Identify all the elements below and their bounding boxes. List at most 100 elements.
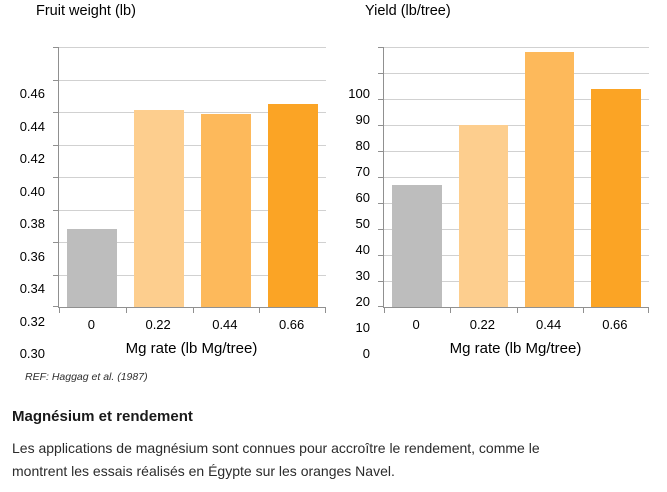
x-category-label: 0 <box>412 317 420 332</box>
y-tick-label: 20 <box>355 294 370 309</box>
gridline <box>59 112 326 113</box>
y-tick-label: 0 <box>362 346 370 361</box>
y-tick-mark <box>378 47 383 48</box>
gridline <box>384 255 649 256</box>
x-tick-mark <box>125 308 127 313</box>
x-axis-title: Mg rate (lb Mg/tree) <box>125 340 258 357</box>
x-category-label: 0.22 <box>145 317 171 332</box>
bar-mg-0.66 <box>267 103 318 307</box>
y-tick-mark <box>53 306 58 307</box>
bar-mg-0.44 <box>524 52 575 307</box>
bar-mg-0 <box>392 184 442 307</box>
y-tick-label: 0.46 <box>19 86 45 101</box>
gridline <box>59 79 326 81</box>
chart-title: Yield (lb/tree) <box>365 3 451 19</box>
gridline <box>384 203 649 204</box>
y-tick-mark <box>378 177 383 178</box>
x-category-label: 0.66 <box>602 317 628 332</box>
x-tick-mark <box>259 308 261 313</box>
x-tick-mark <box>582 308 584 313</box>
gridline <box>59 242 326 243</box>
y-tick-label: 0.40 <box>19 183 45 199</box>
y-tick-label: 90 <box>355 112 370 127</box>
y-tick-label: 0.34 <box>19 281 45 296</box>
section-heading: Magnésium et rendement <box>12 408 193 425</box>
y-tick-mark <box>53 47 58 48</box>
y-tick-mark <box>53 209 58 211</box>
x-tick-mark <box>325 308 326 313</box>
y-tick-mark <box>53 144 58 146</box>
y-tick-mark <box>378 151 383 152</box>
gridline <box>384 125 649 126</box>
y-tick-mark <box>378 281 383 282</box>
body-paragraph: Les applications de magnésium sont connu… <box>12 440 540 479</box>
x-category-label: 0.22 <box>469 317 496 332</box>
gridline <box>384 177 649 178</box>
gridline <box>384 229 649 230</box>
x-axis-labels: 0 0.22 0.44 0.66 <box>383 317 648 332</box>
x-tick-mark <box>516 308 518 313</box>
y-tick-mark <box>53 177 58 178</box>
y-tick-mark <box>53 112 58 113</box>
y-tick-label: 80 <box>355 138 370 153</box>
x-axis-labels: 0 0.22 0.44 0.66 <box>58 317 325 332</box>
x-tick-mark <box>384 308 385 313</box>
bar-mg-0.22 <box>458 125 509 307</box>
gridline <box>59 177 326 178</box>
bar-mg-0.44 <box>200 113 251 307</box>
y-tick-mark <box>378 203 383 204</box>
y-tick-label: 70 <box>355 164 370 179</box>
y-tick-mark <box>378 73 383 74</box>
y-tick-label: 0.38 <box>19 216 45 231</box>
gridline <box>59 144 326 146</box>
x-category-label: 0 <box>87 317 95 332</box>
x-category-label: 0.44 <box>212 317 238 332</box>
plot-area <box>53 47 326 313</box>
y-tick-label: 40 <box>355 242 370 257</box>
bar-mg-0 <box>67 229 118 307</box>
bar-mg-0.66 <box>591 88 641 307</box>
y-tick-label: 0.30 <box>19 346 45 361</box>
plot-area <box>378 47 649 313</box>
chart-title: Fruit weight (lb) <box>36 3 136 19</box>
gridline <box>59 209 326 211</box>
gridline <box>384 99 649 100</box>
y-tick-label: 0.36 <box>19 248 45 264</box>
y-tick-label: 100 <box>348 86 370 101</box>
x-category-label: 0.44 <box>535 317 562 332</box>
y-tick-mark <box>378 255 383 256</box>
reference-note: REF: Haggag et al. (1987) <box>25 371 148 383</box>
y-tick-mark <box>378 99 383 100</box>
gridline <box>384 73 649 74</box>
y-tick-label: 0.32 <box>19 313 45 329</box>
gridline <box>59 274 326 276</box>
y-tick-mark <box>53 79 58 81</box>
y-tick-mark <box>53 242 58 243</box>
x-tick-mark <box>648 308 649 313</box>
y-tick-label: 0.44 <box>19 118 45 134</box>
x-category-label: 0.66 <box>278 317 305 332</box>
y-tick-label: 50 <box>355 216 370 231</box>
y-tick-mark <box>378 125 383 126</box>
y-tick-label: 0.42 <box>19 151 45 166</box>
gridline <box>384 151 649 152</box>
y-tick-label: 60 <box>355 190 370 205</box>
y-tick-mark <box>378 306 383 307</box>
y-tick-label: 30 <box>355 268 370 283</box>
y-axis: 0.46 0.44 0.42 0.40 0.38 0.36 0.34 0.32 0.30 <box>0 47 52 361</box>
y-axis: 100 90 80 70 60 50 40 30 20 10 0 <box>327 47 377 361</box>
bar-mg-0.22 <box>134 110 185 307</box>
y-tick-mark <box>378 229 383 230</box>
x-tick-mark <box>59 308 60 313</box>
gridline <box>59 47 326 48</box>
x-tick-mark <box>192 308 194 313</box>
y-tick-label: 10 <box>355 320 370 335</box>
gridline <box>384 47 649 48</box>
yield-chart: Yield (lb/tree) 100 90 80 70 60 50 40 30 20 10 0 0… <box>327 0 667 365</box>
fruit-weight-chart: Fruit weight (lb) 0.46 0.44 0.42 0.40 0.38 0.… <box>0 0 340 365</box>
gridline <box>384 281 649 282</box>
x-tick-mark <box>450 308 452 313</box>
y-tick-mark <box>53 274 58 276</box>
x-axis-title: Mg rate (lb Mg/tree) <box>449 340 582 357</box>
